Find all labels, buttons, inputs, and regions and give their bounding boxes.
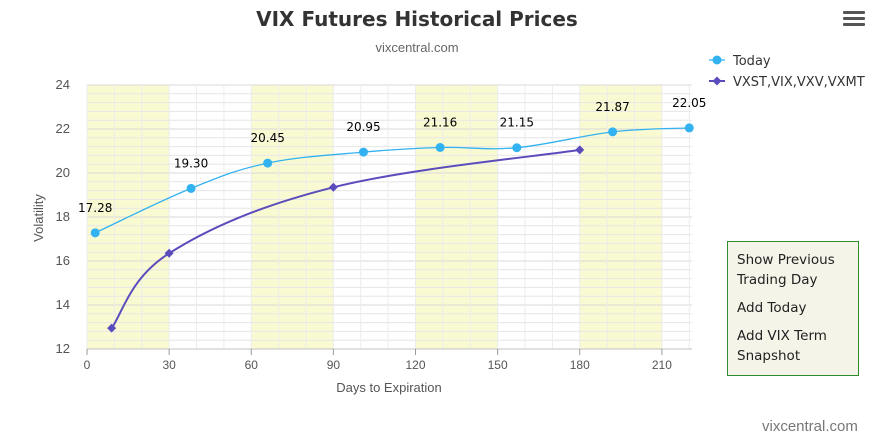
series-layer: 17.28 19.30 20.45 20.95 21.16 21.15 21.87 22.05: [78, 96, 706, 333]
data-point: [608, 127, 618, 137]
legend-marker: [712, 55, 722, 65]
axes: 0 30 60 90 120 150 180 210 12 14 16 18 20 22 24: [56, 77, 692, 372]
data-label: 17.28: [78, 201, 112, 215]
data-label: 22.05: [672, 96, 706, 110]
data-label: 21.87: [595, 100, 629, 114]
menu-bar: [843, 17, 865, 20]
x-tick-label: 30: [162, 358, 176, 372]
x-tick-label: 150: [488, 358, 508, 372]
data-point: [90, 228, 100, 238]
chart-title: VIX Futures Historical Prices: [256, 7, 578, 31]
data-point: [328, 182, 338, 192]
y-tick-label: 12: [56, 341, 70, 356]
data-label: 20.45: [250, 131, 284, 145]
legend-label: VXST,VIX,VXV,VXMT: [733, 75, 865, 90]
x-tick-label: 210: [652, 358, 672, 372]
menu-bar: [843, 23, 865, 26]
x-tick-label: 180: [570, 358, 590, 372]
credit-link[interactable]: vixcentral.com: [762, 418, 858, 435]
y-tick-label: 22: [56, 121, 70, 136]
x-axis-label: Days to Expiration: [336, 380, 442, 395]
legend[interactable]: Today VXST,VIX,VXV,VXMT: [709, 54, 865, 90]
y-tick-label: 14: [56, 297, 70, 312]
data-point: [684, 123, 694, 133]
data-point: [512, 143, 522, 153]
series-line: [110, 148, 580, 329]
y-axis-label: Volatility: [31, 194, 46, 242]
data-label: 21.15: [500, 116, 534, 130]
y-tick-label: 16: [56, 253, 70, 268]
data-point: [358, 147, 368, 157]
y-tick-label: 24: [56, 77, 70, 92]
menu-bar: [843, 11, 865, 14]
y-tick-label: 20: [56, 165, 70, 180]
show-previous-trading-day-button[interactable]: Show Previous Trading Day: [737, 252, 835, 288]
data-point: [164, 248, 174, 258]
data-label: 21.16: [423, 115, 457, 129]
x-tick-label: 120: [405, 358, 425, 372]
legend-marker: [712, 76, 722, 86]
x-tick-label: 60: [245, 358, 259, 372]
data-label: 20.95: [346, 120, 380, 134]
data-point: [263, 158, 273, 168]
side-menu: Show Previous Trading Day Add Today Add …: [727, 241, 859, 376]
data-point: [186, 183, 196, 193]
add-vix-term-snapshot-button[interactable]: Add VIX Term Snapshot: [737, 328, 827, 364]
add-today-button[interactable]: Add Today: [737, 300, 807, 316]
x-tick-label: 90: [327, 358, 341, 372]
data-point: [575, 145, 585, 155]
data-point: [435, 142, 445, 152]
x-tick-label: 0: [84, 358, 91, 372]
chart-subtitle: vixcentral.com: [375, 40, 458, 55]
legend-label: Today: [732, 54, 771, 69]
data-point: [107, 323, 117, 333]
data-label: 19.30: [174, 156, 208, 170]
hamburger-menu-icon[interactable]: [840, 8, 868, 34]
y-tick-label: 18: [56, 209, 70, 224]
